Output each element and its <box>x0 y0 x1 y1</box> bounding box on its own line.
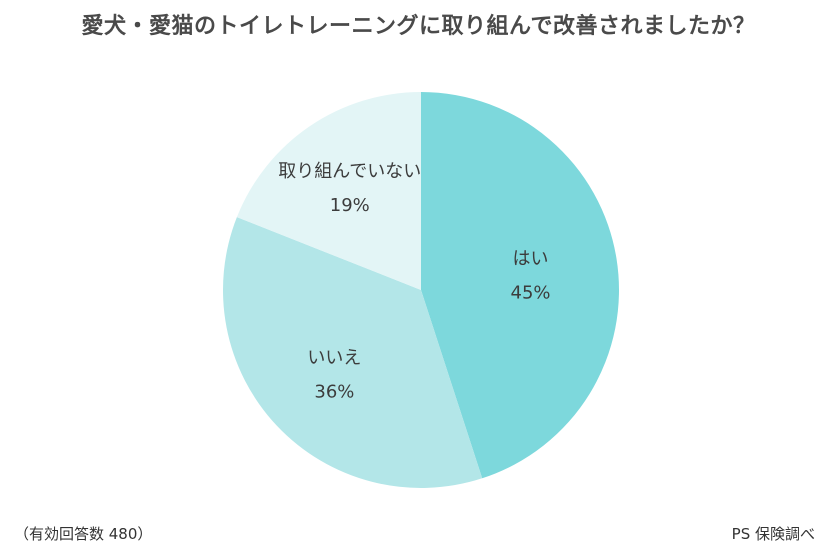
slice-value-2: 36% <box>314 381 354 402</box>
slice-label-1: はい <box>513 249 549 270</box>
chart-title: 愛犬・愛猫のトイレトレーニングに取り組んで改善されましたか？ <box>81 14 756 39</box>
sample-size-note: （有効回答数 480） <box>14 525 153 543</box>
slice-label-3: 取り組んでいない <box>278 161 421 182</box>
slice-value-1: 45% <box>511 283 551 304</box>
pie-slice-3 <box>236 92 421 290</box>
source-note: PS 保険調べ <box>731 525 815 543</box>
pie-slice-2 <box>222 217 483 489</box>
pie-slices <box>222 92 620 489</box>
pie-labels: はい 45% いいえ 36% 取り組んでいない 19% <box>278 161 550 402</box>
slice-value-3: 19% <box>330 195 370 216</box>
slice-label-2: いいえ <box>307 347 361 368</box>
pie-slice-1 <box>421 92 620 479</box>
